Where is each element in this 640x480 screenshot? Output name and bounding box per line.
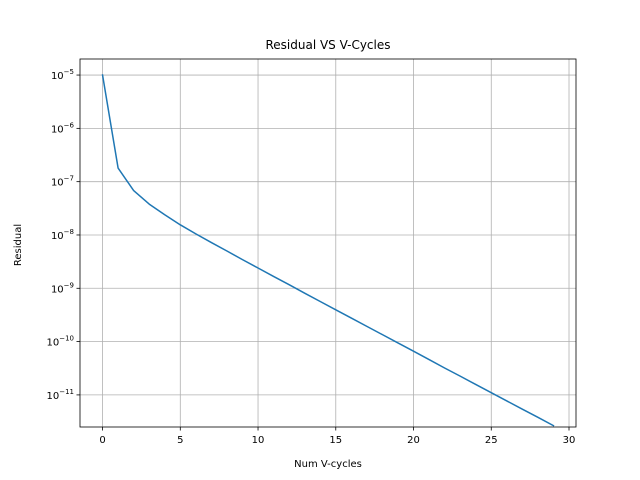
x-tick-label: 0 <box>99 435 105 446</box>
y-tick-label: 10−7 <box>51 175 74 189</box>
series-group <box>101 74 555 427</box>
axes-frame <box>79 58 577 428</box>
y-tick-label: 10−6 <box>51 121 75 135</box>
x-axis-label: Num V-cycles <box>294 459 362 470</box>
x-tick-label: 15 <box>329 435 342 446</box>
grid-lines <box>80 59 576 427</box>
x-axis: 0 5 10 15 20 25 30 <box>99 427 575 446</box>
y-tick-label: 10−11 <box>46 388 74 402</box>
axes-background <box>80 59 576 427</box>
x-tick-label: 30 <box>563 435 576 446</box>
x-tick-label: 5 <box>177 435 183 446</box>
y-axis: 10−11 10−10 10−9 10−8 10−7 10−6 10−5 <box>46 68 80 402</box>
y-tick-label: 10−10 <box>46 335 74 349</box>
x-tick-label: 25 <box>485 435 498 446</box>
residual-series-line <box>101 74 555 427</box>
x-tick-label: 20 <box>407 435 420 446</box>
y-axis-label: Residual <box>13 224 24 266</box>
y-tick-label: 10−5 <box>51 68 74 82</box>
y-tick-label: 10−9 <box>51 281 74 295</box>
chart-title: Residual VS V-Cycles <box>265 38 390 52</box>
x-tick-label: 10 <box>252 435 265 446</box>
y-tick-label: 10−8 <box>51 228 74 242</box>
plot-area: 0 5 10 15 20 25 30 10−1110−1010−910−810−710−61… <box>46 58 577 446</box>
